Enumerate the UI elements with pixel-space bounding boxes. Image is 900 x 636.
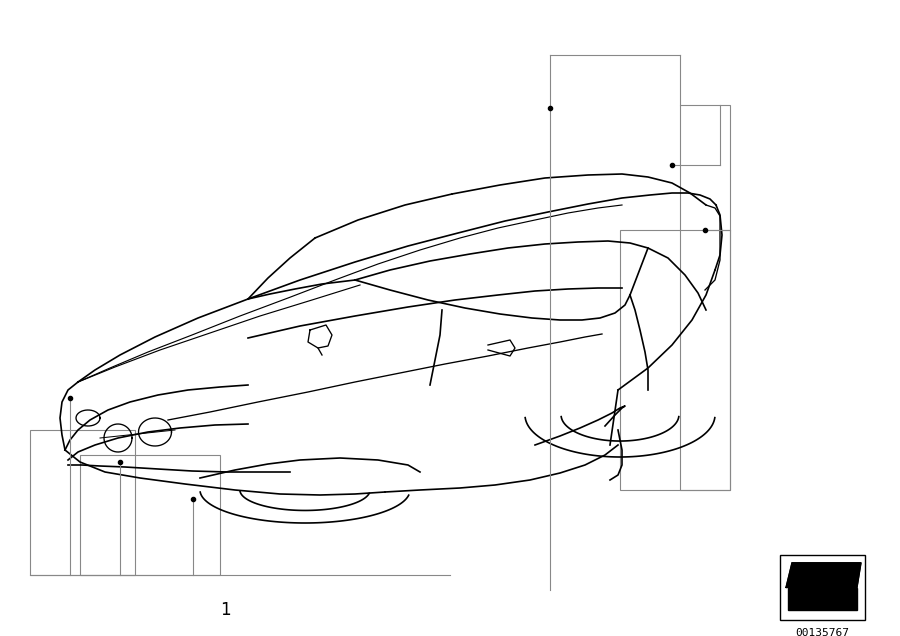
Bar — [80, 455, 220, 575]
Bar — [620, 230, 730, 490]
Bar — [780, 555, 865, 620]
Bar — [30, 430, 135, 575]
Text: 1: 1 — [220, 601, 230, 619]
Bar — [788, 588, 857, 611]
Text: 00135767: 00135767 — [795, 628, 849, 636]
Polygon shape — [786, 563, 861, 588]
Bar — [680, 105, 730, 490]
